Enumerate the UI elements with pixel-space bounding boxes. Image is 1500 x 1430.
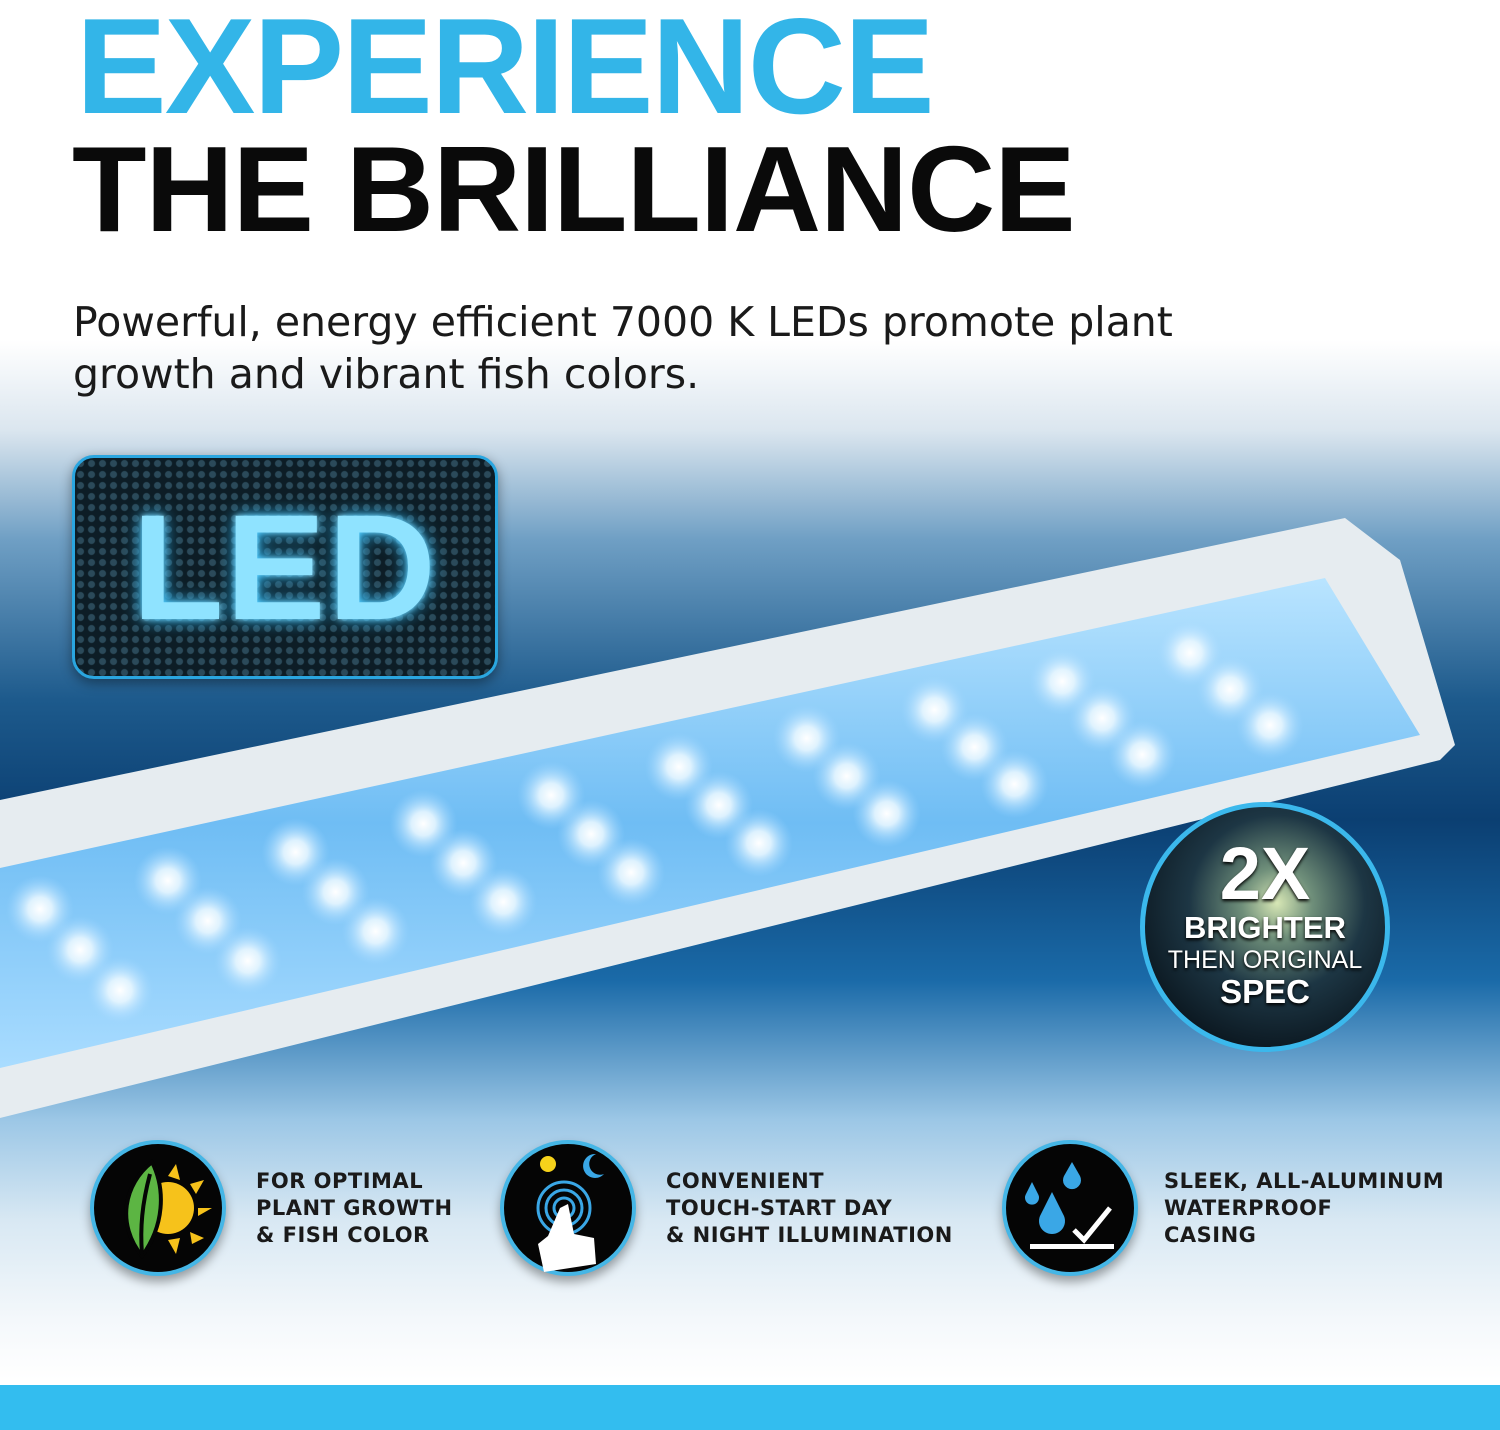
feature-2-line-1: CONVENIENT: [666, 1168, 825, 1193]
leaf-sun-icon: [90, 1140, 226, 1276]
touch-day-night-icon: [500, 1140, 636, 1276]
led-dot: [980, 750, 1049, 819]
feature-2-line-3: & NIGHT ILLUMINATION: [666, 1222, 953, 1247]
led-dot: [469, 867, 538, 936]
led-dots: [6, 618, 1304, 1025]
led-badge-text: LED: [132, 482, 438, 651]
feature-1-line-2: PLANT GROWTH: [256, 1195, 453, 1220]
led-dot: [1108, 720, 1177, 789]
led-dot: [597, 838, 666, 907]
brightness-line-3: THEN ORIGINAL: [1167, 946, 1363, 974]
brightness-multiplier: 2X: [1219, 832, 1311, 915]
led-dot: [852, 779, 921, 848]
brightness-badge: 2X BRIGHTER THEN ORIGINAL SPEC: [1140, 802, 1390, 1052]
feature-touch-start: CONVENIENT TOUCH-START DAY & NIGHT ILLUM…: [500, 1140, 953, 1276]
feature-1-line-1: FOR OPTIMAL: [256, 1168, 424, 1193]
led-dot: [1236, 691, 1304, 760]
bottom-accent-bar: [0, 1385, 1500, 1430]
waterproof-icon: [1002, 1140, 1138, 1276]
feature-1-line-3: & FISH COLOR: [256, 1222, 430, 1247]
feature-2-line-2: TOUCH-START DAY: [666, 1195, 893, 1220]
feature-3-line-2: WATERPROOF: [1164, 1195, 1333, 1220]
feature-waterproof: SLEEK, ALL-ALUMINUM WATERPROOF CASING: [1002, 1140, 1444, 1276]
headline-line-2: THE BRILLIANCE: [72, 121, 1076, 257]
led-dot: [86, 956, 154, 1025]
feature-3-line-3: CASING: [1164, 1222, 1257, 1247]
feature-plant-growth: FOR OPTIMAL PLANT GROWTH & FISH COLOR: [90, 1140, 453, 1276]
brightness-line-2: BRIGHTER: [1184, 910, 1346, 945]
subtitle: Powerful, energy efficient 7000 K LEDs p…: [73, 298, 1173, 398]
brightness-line-4: SPEC: [1220, 973, 1310, 1010]
led-dot: [724, 809, 793, 878]
led-dot: [213, 926, 282, 995]
headline-line-1: EXPERIENCE: [76, 0, 935, 142]
led-badge: LED: [72, 455, 498, 679]
feature-3-line-1: SLEEK, ALL-ALUMINUM: [1164, 1168, 1445, 1193]
led-dot: [341, 897, 410, 966]
